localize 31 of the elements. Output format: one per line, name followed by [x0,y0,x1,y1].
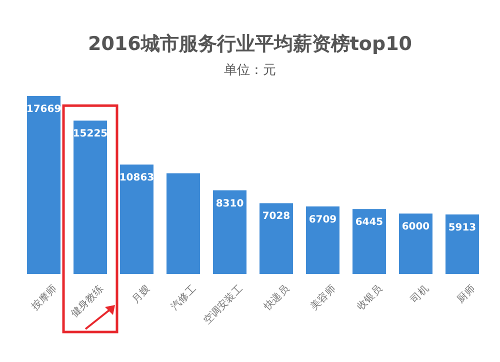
x-tick-label: 收银员 [356,283,385,312]
bar [213,190,246,274]
data-label: 6709 [308,214,337,226]
data-label: 17669 [26,104,62,115]
x-tick-label: 健身教练 [68,282,106,320]
x-tick-label: 按摩师 [29,282,60,312]
x-tick-label: 厨师 [456,283,478,306]
x-tick-label: 快递员 [261,282,292,314]
chart-title: 2016城市服务行业平均薪资榜top10 [88,33,412,55]
x-tick-label: 美容师 [308,282,338,312]
bar [120,164,154,274]
data-label: 5913 [448,222,476,234]
data-label: 10863 [119,172,154,184]
bar [306,206,340,274]
bar [260,203,293,274]
data-label: 6000 [402,222,430,233]
bar [166,173,200,274]
x-tick-label: 月嫂 [130,283,152,306]
bar [446,214,479,274]
data-label: 7028 [262,211,290,222]
data-label: 6445 [355,217,384,228]
bar [27,96,60,274]
bar [352,209,386,274]
x-tick-label: 汽修工 [168,282,199,312]
x-tick-label: 空调安装工 [201,282,246,327]
bar [74,120,107,274]
data-label: 8310 [216,198,244,210]
bar [399,214,432,274]
x-tick-label: 司机 [408,282,432,306]
chart-subtitle: 单位：元 [224,63,276,78]
data-label: 15225 [72,128,108,140]
